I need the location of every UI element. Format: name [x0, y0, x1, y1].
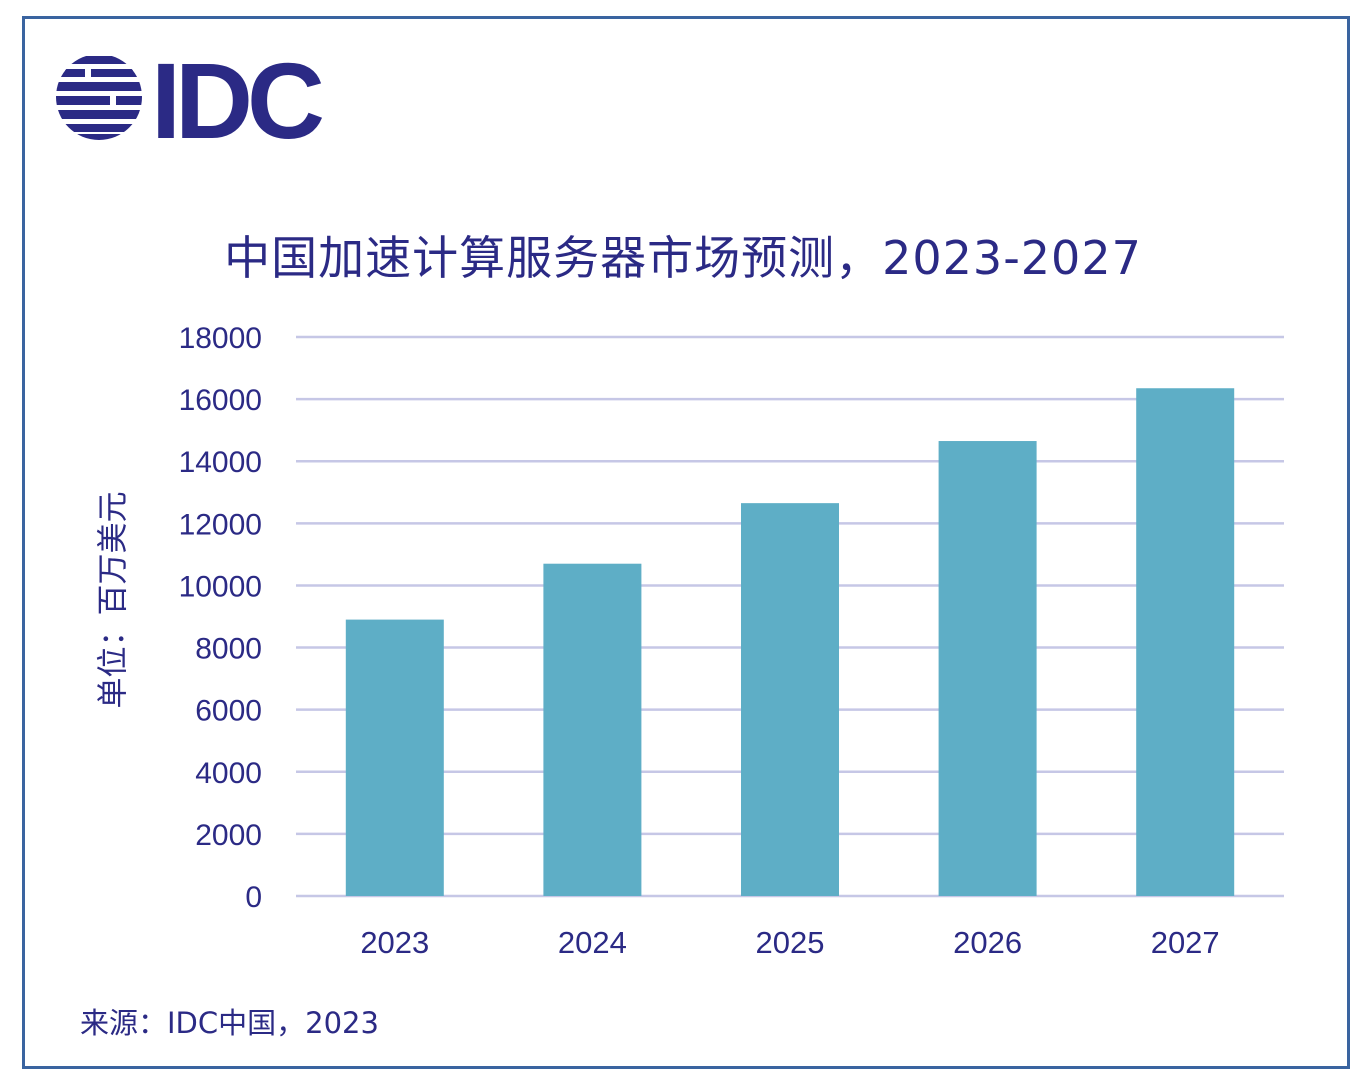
- y-tick-label: 2000: [195, 819, 262, 852]
- chart-title: 中国加速计算服务器市场预测，2023-2027: [224, 231, 1142, 285]
- y-tick-label: 10000: [179, 570, 262, 603]
- y-tick-label: 18000: [179, 322, 262, 355]
- y-tick-label: 8000: [195, 633, 262, 666]
- bar-2023: [345, 619, 444, 896]
- logo-text: IDC: [151, 50, 323, 145]
- y-tick-label: 0: [245, 881, 262, 914]
- idc-logo: IDC: [55, 50, 345, 145]
- bar-2025: [741, 503, 839, 896]
- x-tick-label: 2027: [1151, 925, 1220, 960]
- y-tick-label: 16000: [179, 384, 262, 417]
- x-tick-label: 2026: [953, 925, 1022, 960]
- source-note: 来源：IDC中国，2023: [80, 1006, 379, 1040]
- chart-frame: [22, 16, 1350, 1069]
- x-tick-label: 2023: [360, 925, 429, 960]
- globe-stripes-icon: IDC: [56, 50, 329, 145]
- y-tick-label: 4000: [195, 757, 262, 790]
- x-tick-label: 2024: [558, 925, 627, 960]
- y-tick-label: 12000: [179, 508, 262, 541]
- bar-2024: [543, 563, 642, 896]
- y-tick-label: 14000: [179, 446, 262, 479]
- bar-chart-plot: 0 2000 4000 6000 8000 10000 12000 14000 16000 180…: [179, 322, 1284, 960]
- x-tick-label: 2025: [756, 925, 825, 960]
- bar-2027: [1136, 388, 1235, 896]
- y-tick-label: 6000: [195, 695, 262, 728]
- bar-2026: [938, 441, 1037, 896]
